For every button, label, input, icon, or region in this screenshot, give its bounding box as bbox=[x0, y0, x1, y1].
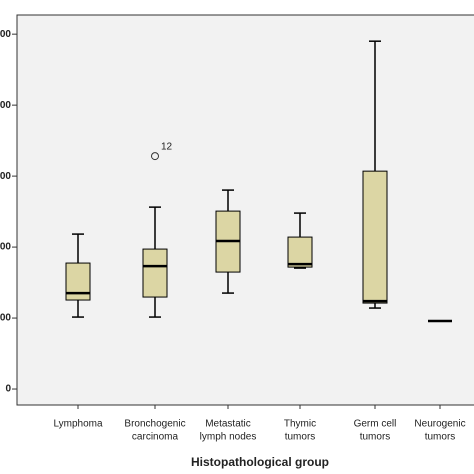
plot-frame bbox=[16, 14, 474, 406]
y-tick-label: 0 bbox=[5, 384, 11, 395]
box bbox=[362, 170, 388, 304]
y-tick-label: 000 bbox=[0, 171, 11, 182]
x-tick-label: Lymphoma bbox=[53, 419, 103, 430]
x-tick-label: tumors bbox=[360, 432, 391, 443]
y-tick-label: 000 bbox=[0, 242, 11, 253]
x-axis-label: Histopathological group bbox=[191, 455, 329, 469]
box bbox=[287, 236, 313, 268]
x-tick-label: Neurogenic bbox=[414, 419, 465, 430]
x-tick-label: tumors bbox=[285, 432, 316, 443]
x-tick-label: Thymic bbox=[284, 419, 316, 430]
x-tick-label: tumors bbox=[425, 432, 456, 443]
x-tick-label: carcinoma bbox=[132, 432, 179, 443]
x-tick-label: lymph nodes bbox=[200, 432, 257, 443]
y-tick-label: 000 bbox=[0, 100, 11, 111]
x-tick-label: Bronchogenic bbox=[124, 419, 185, 430]
x-tick-label: Germ cell bbox=[354, 419, 397, 430]
y-tick-label: 000 bbox=[0, 313, 11, 324]
box bbox=[65, 262, 91, 301]
box bbox=[142, 248, 168, 298]
x-tick-label: Metastatic bbox=[205, 419, 251, 430]
outlier bbox=[151, 152, 159, 161]
y-tick-label: 000 bbox=[0, 29, 11, 40]
outlier-label: 12 bbox=[161, 142, 173, 153]
